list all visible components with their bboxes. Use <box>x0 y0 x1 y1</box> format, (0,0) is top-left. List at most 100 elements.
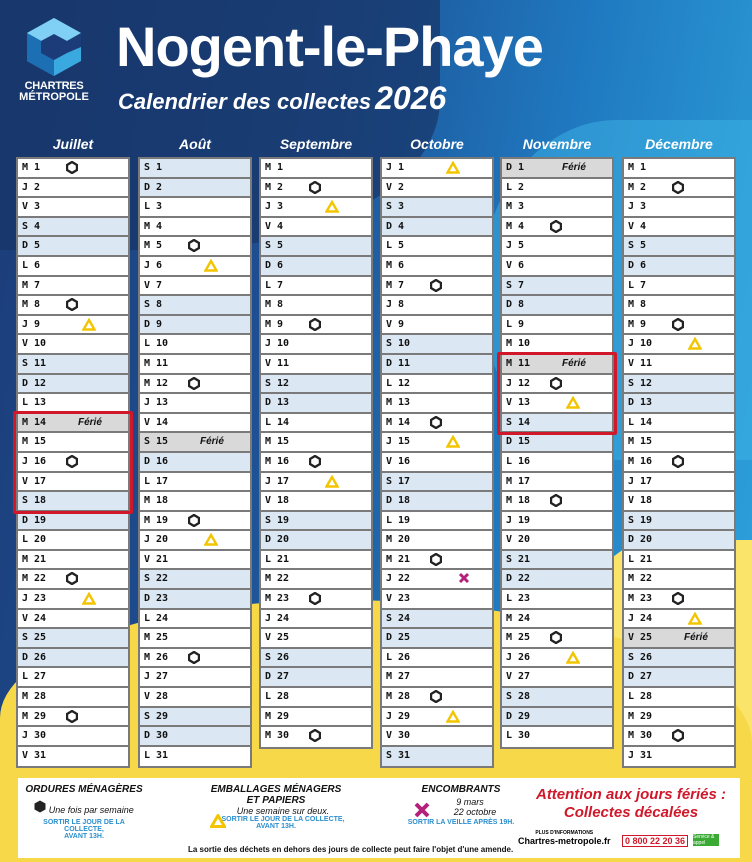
day-number: 15 <box>156 436 169 448</box>
day-number: 2 <box>398 181 405 193</box>
day-number: 20 <box>277 534 290 546</box>
day-cell: 15 <box>382 433 492 453</box>
day-number: 5 <box>277 240 284 252</box>
info: PLUS D'INFORMATIONS Chartres-metropole.fr <box>518 830 611 846</box>
day-cell: 25 <box>18 629 128 649</box>
day-cell: 2 <box>502 178 612 199</box>
day-number: 12 <box>518 377 531 389</box>
day-cell: 9 <box>382 315 492 336</box>
day-number: 24 <box>398 612 411 624</box>
day-number: 11 <box>277 357 290 369</box>
day-number: 30 <box>398 730 411 742</box>
day-number: 26 <box>518 651 531 663</box>
day-cell: 4 <box>261 217 371 238</box>
day-cell: 3 <box>261 198 371 218</box>
weekday-letters: MMJVSDLMMJVSDLMMJVSDLMMJVSDLMM <box>265 162 272 742</box>
day-cell: 14 <box>502 413 612 434</box>
day-cell: 17 <box>261 472 371 493</box>
month-2: Septembre MMJVSDLMMJVSDLMMJVSDLMMJVSDLMM 1… <box>259 136 373 749</box>
day-number: 30 <box>518 730 531 742</box>
day-number: 26 <box>398 651 411 663</box>
page-subtitle: Calendrier des collectes 2026 <box>118 80 446 117</box>
day-cell: 5 <box>502 237 612 257</box>
day-cell: 8 <box>140 296 250 316</box>
day-cell: 16 <box>261 452 371 473</box>
day-cell: 24 <box>502 609 612 630</box>
month-3: Octobre JVSDLMMJVSDLMMJVSDLMMJVSDLMMJVS 1 2… <box>380 136 494 769</box>
day-number: 2 <box>34 181 41 193</box>
triangle-icon <box>81 591 97 605</box>
day-cell: 1 <box>382 159 492 179</box>
day-cell: 13 <box>502 394 612 414</box>
day-number: 21 <box>518 553 531 565</box>
day-number: 14 <box>398 416 411 428</box>
day-number: 7 <box>518 279 525 291</box>
day-cell: 28 <box>624 688 734 708</box>
day-number: 29 <box>640 710 653 722</box>
day-cell: 8 <box>382 296 492 316</box>
phone-number[interactable]: 0 800 22 20 36 <box>622 835 689 847</box>
day-number: 18 <box>34 495 47 507</box>
hexagon-icon <box>429 415 443 430</box>
day-cell: 25 <box>261 629 371 649</box>
day-number: 12 <box>398 377 411 389</box>
day-cell: 23 <box>502 590 612 610</box>
legend-rule: avant 13h. <box>256 823 296 830</box>
day-number: 27 <box>640 671 653 683</box>
day-number: 27 <box>277 671 290 683</box>
day-cell: 6 <box>18 256 128 277</box>
day-number: 1 <box>277 162 284 173</box>
day-number: 16 <box>398 455 411 467</box>
day-cell: 12 <box>502 374 612 395</box>
day-number: 13 <box>34 397 47 409</box>
legend-title: EMBALLAGES MÉNAGERS <box>210 784 342 795</box>
legend-rule: Sortir le jour de la collecte, <box>221 816 345 823</box>
day-number: 30 <box>156 730 169 742</box>
day-number: 23 <box>156 593 169 605</box>
day-cell: 7 <box>382 276 492 297</box>
day-cell: 15 <box>18 433 128 453</box>
day-number: 3 <box>156 201 163 213</box>
day-cell: 1 <box>261 159 371 179</box>
weekday-letters: MMJVSDLMMJVSDLMMJVSDLMMJVSDLMMJ <box>628 162 635 761</box>
day-number: 25 <box>277 632 290 644</box>
day-cell: 22 <box>261 570 371 591</box>
day-cell: 9 <box>502 315 612 336</box>
day-number: 10 <box>398 338 411 350</box>
day-cell: 2 <box>261 178 371 199</box>
day-number: 18 <box>277 495 290 507</box>
day-number: 28 <box>518 691 531 703</box>
day-number: 8 <box>398 299 405 311</box>
triangle-icon <box>445 160 461 174</box>
triangle-icon <box>324 199 340 213</box>
day-cell: 24 <box>18 609 128 630</box>
day-number: 17 <box>277 475 290 487</box>
hexagon-icon <box>187 376 201 390</box>
day-cell: 25 <box>140 629 250 649</box>
triangle-icon <box>565 395 581 409</box>
day-cell: 26 <box>502 648 612 669</box>
day-cell: 14 <box>261 413 371 434</box>
day-cell: 29 <box>140 707 250 728</box>
day-number: 19 <box>277 514 290 526</box>
day-number: 25 <box>518 632 531 644</box>
day-number: 5 <box>34 240 41 252</box>
day-number: 2 <box>518 181 525 193</box>
day-number: 14 <box>518 416 531 428</box>
day-cell: 2 <box>382 178 492 199</box>
hexagon-icon <box>671 591 685 606</box>
triangle-icon <box>203 258 219 272</box>
day-number: 7 <box>277 279 284 291</box>
hexagon-icon <box>549 376 563 390</box>
day-cell: 18 <box>624 492 734 512</box>
legend-date: 9 mars <box>456 797 484 807</box>
day-cell: 11 <box>382 354 492 375</box>
legend-rule: Sortir le jour de la collecte, <box>43 819 125 833</box>
website-link[interactable]: Chartres-metropole.fr <box>518 836 611 846</box>
day-number: 23 <box>518 593 531 605</box>
triangle-icon <box>203 532 219 546</box>
day-number: 12 <box>640 377 653 389</box>
month-name: Juillet <box>52 136 94 152</box>
info-label: PLUS D'INFORMATIONS <box>535 830 594 836</box>
day-cell: 6 <box>140 256 250 277</box>
